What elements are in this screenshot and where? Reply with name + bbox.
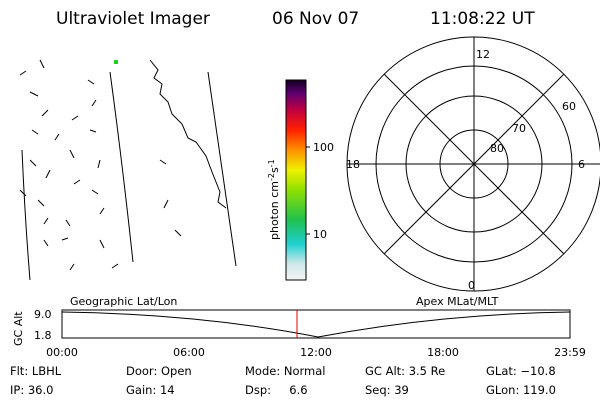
info-field: IP: 36.0 — [10, 383, 53, 397]
time: 11:08:22 UT — [430, 9, 535, 29]
plot-frame — [61, 309, 571, 339]
colorbar — [285, 79, 307, 281]
plot-title-left: Geographic Lat/Lon — [70, 295, 177, 308]
colorbar-tick-label: 100 — [313, 141, 334, 154]
x-tick-label: 12:00 — [300, 346, 332, 359]
mlt-label: 12 — [476, 48, 490, 61]
x-tick-label: 23:59 — [554, 346, 586, 359]
label-part: photon cm — [268, 181, 281, 240]
mlat-label: 70 — [512, 122, 526, 135]
mlt-label: 18 — [346, 158, 360, 171]
label-part: -1 — [267, 159, 276, 167]
altitude-curve — [61, 311, 571, 338]
info-field: GLon: 119.0 — [486, 383, 556, 397]
title: Ultraviolet Imager — [56, 9, 210, 29]
mlat-label: 80 — [490, 142, 504, 155]
mlt-label: 0 — [468, 279, 475, 292]
mlat-label: 60 — [562, 100, 576, 113]
info-field: Gain: 14 — [126, 383, 175, 397]
info-field: GC Alt: 3.5 Re — [365, 364, 445, 378]
info-field: Seq: 39 — [365, 383, 409, 397]
colorbar-label: photon cm-2s-1 — [267, 159, 281, 240]
info-field: GLat: −10.8 — [486, 364, 556, 378]
y-tick-label: 9.0 — [34, 308, 52, 321]
marker — [114, 60, 118, 64]
info-field: Dsp: 6.6 — [245, 383, 308, 397]
y-tick-label: 1.8 — [34, 329, 52, 342]
x-tick-label: 18:00 — [427, 346, 459, 359]
label-part: s — [268, 167, 281, 173]
x-tick-label: 06:00 — [173, 346, 205, 359]
polar-grid — [346, 36, 600, 292]
info-field: Flt: LBHL — [10, 364, 62, 378]
date: 06 Nov 07 — [272, 9, 359, 29]
info-field: Mode: Normal — [245, 364, 325, 378]
label-part: -2 — [267, 173, 276, 181]
plot-title-right: Apex MLat/MLT — [416, 295, 499, 308]
y-label: GC Alt — [12, 311, 25, 346]
colorbar-tick-label: 10 — [313, 228, 327, 241]
info-panel: Flt: LBHL Door: Open Mode: Normal GC Alt: 3… — [10, 364, 556, 397]
mlt-label: 6 — [578, 158, 585, 171]
x-tick-label: 00:00 — [46, 346, 78, 359]
map — [19, 59, 237, 281]
info-field: Door: Open — [126, 364, 192, 378]
